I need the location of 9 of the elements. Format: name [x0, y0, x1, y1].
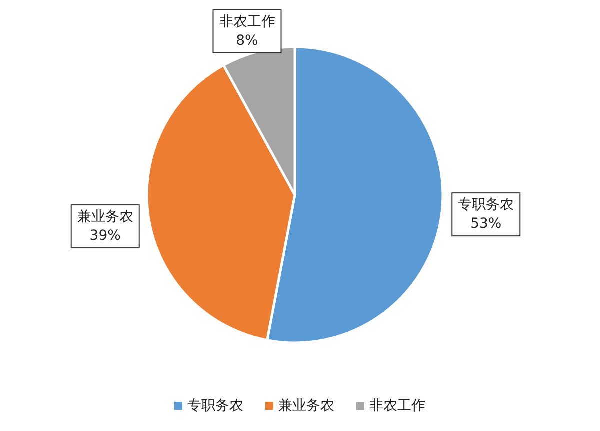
data-label: 53% — [470, 216, 502, 232]
legend-label: 兼业务农 — [278, 398, 334, 414]
slice-label: 非农工作 — [219, 14, 276, 30]
slice-label: 专职务农 — [458, 197, 514, 214]
legend-label: 专职务农 — [188, 398, 244, 414]
data-label: 8% — [236, 33, 258, 49]
slice-label: 兼业务农 — [77, 209, 134, 226]
data-label: 39% — [90, 228, 121, 244]
legend-label: 非农工作 — [370, 398, 426, 414]
